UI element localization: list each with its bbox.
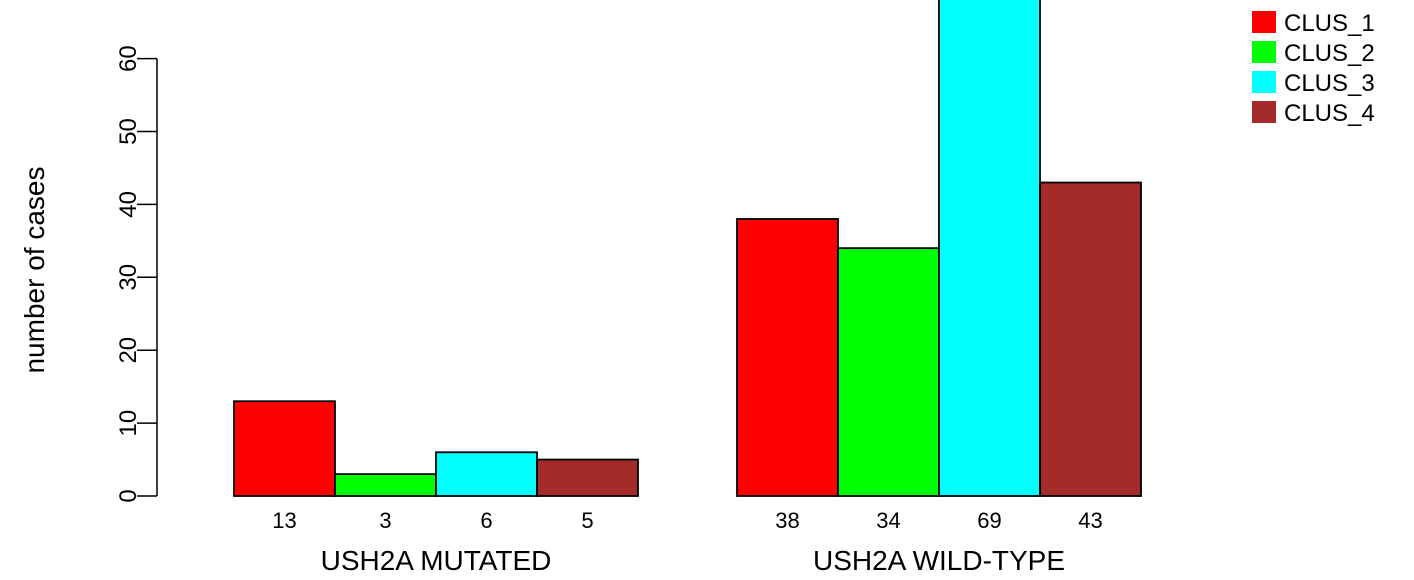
y-tick-label: 50 <box>115 118 142 145</box>
bar-clus-4 <box>536 458 639 497</box>
group-label: USH2A WILD-TYPE <box>813 545 1065 576</box>
bar-clus-2 <box>837 247 940 497</box>
legend-swatch <box>1252 11 1276 33</box>
group-labels: USH2A MUTATED USH2A WILD-TYPE <box>321 545 1065 576</box>
bar-value-label: 38 <box>775 508 799 533</box>
bar-value-label: 3 <box>379 508 391 533</box>
bar-value-label: 69 <box>977 508 1001 533</box>
bar-value-label: 13 <box>272 508 296 533</box>
legend-swatch <box>1252 71 1276 93</box>
bar-clus-4 <box>1039 181 1142 497</box>
bar-value-label: 5 <box>581 508 593 533</box>
legend-label: CLUS_4 <box>1284 100 1375 127</box>
y-axis: 0 10 20 30 40 50 60 <box>115 45 158 503</box>
bar-clus-1 <box>736 218 839 497</box>
y-tick-label: 30 <box>115 264 142 291</box>
legend-swatch <box>1252 41 1276 63</box>
y-tick-label: 0 <box>115 489 142 502</box>
bars <box>233 0 1142 497</box>
bar-value-label: 34 <box>876 508 900 533</box>
bar-clus-1 <box>233 400 336 497</box>
bar-clus-2 <box>334 473 437 497</box>
y-axis-title: number of cases <box>19 167 50 374</box>
legend: CLUS_1 CLUS_2 CLUS_3 CLUS_4 <box>1252 10 1375 127</box>
bar-value-labels: 13 3 6 5 38 34 69 43 <box>272 508 1102 533</box>
bar-clus-3 <box>938 0 1041 497</box>
legend-label: CLUS_3 <box>1284 70 1375 97</box>
y-tick-label: 10 <box>115 410 142 437</box>
y-tick-label: 20 <box>115 337 142 364</box>
legend-label: CLUS_2 <box>1284 40 1375 67</box>
bar-value-label: 43 <box>1078 508 1102 533</box>
bar-value-label: 6 <box>480 508 492 533</box>
y-tick-label: 60 <box>115 45 142 72</box>
legend-label: CLUS_1 <box>1284 10 1375 37</box>
group-label: USH2A MUTATED <box>321 545 552 576</box>
y-tick-label: 40 <box>115 191 142 218</box>
bar-clus-3 <box>435 451 538 497</box>
legend-swatch <box>1252 101 1276 123</box>
